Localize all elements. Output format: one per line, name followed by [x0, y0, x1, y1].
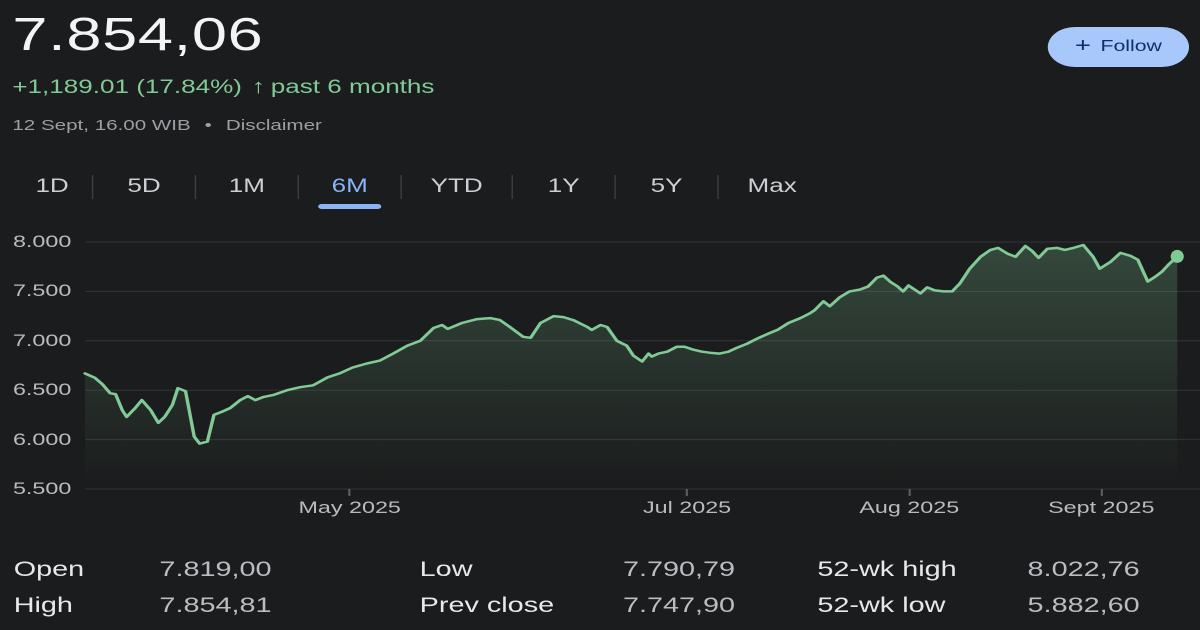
- tab-max[interactable]: Max: [747, 176, 797, 197]
- tab-divider: [400, 175, 402, 199]
- stat-row: Low 7.790,79: [420, 552, 735, 588]
- stat-label: 52-wk low: [817, 594, 946, 617]
- stat-value: 7.747,90: [622, 594, 736, 617]
- x-axis-label: Aug 2025: [859, 498, 960, 517]
- price-value: 7.854,06: [12, 8, 264, 60]
- stat-label: Open: [13, 558, 85, 581]
- tab-1d[interactable]: 1D: [35, 176, 69, 197]
- x-axis-label: Jul 2025: [643, 498, 732, 517]
- tab-5d[interactable]: 5D: [127, 176, 161, 197]
- stat-value: 7.854,81: [159, 594, 272, 617]
- x-axis-label: Sept 2025: [1048, 498, 1155, 517]
- stat-label: High: [13, 594, 73, 617]
- bullet-separator: •: [204, 117, 212, 134]
- stat-label: Prev close: [419, 594, 555, 617]
- stat-row: 52-wk low 5.882,60: [817, 588, 1139, 624]
- stat-row: High 7.854,81: [14, 588, 272, 624]
- stats-column: Low 7.790,79 Prev close 7.747,90: [420, 552, 735, 624]
- stat-row: 52-wk high 8.022,76: [817, 552, 1139, 588]
- time-range-tabs: 1D 5D 1M 6M YTD 1Y 5Y Max: [12, 167, 825, 209]
- tab-1y[interactable]: 1Y: [547, 176, 580, 197]
- tab-1m[interactable]: 1M: [228, 176, 265, 197]
- y-axis-label: 8.000: [12, 232, 72, 251]
- stats-column: 52-wk high 8.022,76 52-wk low 5.882,60: [817, 552, 1139, 624]
- tab-divider: [91, 175, 94, 199]
- tab-divider: [194, 175, 197, 199]
- tab-divider: [717, 175, 719, 199]
- stat-value: 8.022,76: [1027, 558, 1140, 581]
- y-axis-label: 7.000: [12, 331, 72, 350]
- price-line: [83, 243, 1179, 445]
- tab-6m[interactable]: 6M: [299, 167, 400, 209]
- stat-row: Open 7.819,00: [14, 552, 272, 588]
- stat-label: 52-wk high: [817, 558, 957, 581]
- stat-value: 7.790,79: [622, 558, 736, 581]
- change-period-label: past 6 months: [270, 77, 435, 98]
- price-change-row: +1,189.01 (17.84%) ↑ past 6 months: [12, 74, 434, 101]
- stat-row: Prev close 7.747,90: [420, 588, 735, 624]
- active-tab-underline: [318, 204, 382, 209]
- y-axis-label: 6.000: [12, 430, 72, 449]
- stat-label: Low: [419, 558, 473, 581]
- chart-canvas[interactable]: [0, 225, 1200, 525]
- y-axis-label: 7.500: [12, 281, 72, 300]
- up-arrow-icon: ↑: [251, 76, 266, 98]
- change-value: +1,189.01 (17.84%): [12, 77, 242, 98]
- stat-value: 7.819,00: [159, 558, 272, 581]
- key-stats-table: Open 7.819,00 High 7.854,81 Low 7.790,79 Prev …: [0, 552, 1200, 624]
- quote-meta-row: 12 Sept, 16.00 WIB • Disclaimer: [12, 115, 322, 136]
- price-area-fill: [85, 245, 1178, 489]
- tab-divider: [297, 175, 299, 199]
- stats-column: Open 7.819,00 High 7.854,81: [14, 552, 272, 624]
- tab-divider: [511, 175, 513, 199]
- follow-button-label: Follow: [1100, 38, 1162, 55]
- stat-value: 5.882,60: [1027, 594, 1140, 617]
- follow-button[interactable]: + Follow: [1047, 27, 1190, 67]
- quote-timestamp: 12 Sept, 16.00 WIB: [12, 117, 191, 134]
- y-axis-label: 6.500: [12, 380, 72, 399]
- y-axis-label: 5.500: [12, 479, 72, 498]
- x-axis-label: May 2025: [298, 498, 401, 517]
- plus-icon: +: [1074, 35, 1091, 57]
- price-chart[interactable]: 8.000 7.500 7.000 6.500 6.000 5.500 May 2025 Ju…: [0, 225, 1200, 525]
- tab-divider: [614, 175, 616, 199]
- tab-ytd[interactable]: YTD: [430, 176, 483, 197]
- tab-5y[interactable]: 5Y: [650, 176, 683, 197]
- latest-point-dot: [1170, 249, 1184, 263]
- disclaimer-link[interactable]: Disclaimer: [225, 117, 322, 134]
